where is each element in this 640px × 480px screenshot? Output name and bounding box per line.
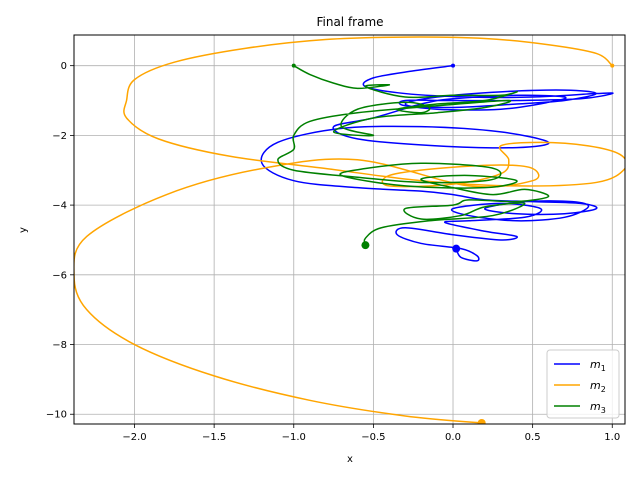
y-tick-label: −4 xyxy=(52,201,67,212)
y-axis-label: y xyxy=(18,227,29,233)
plot-frame xyxy=(73,34,626,425)
y-tick-label: −10 xyxy=(46,410,67,421)
end-marker-m3 xyxy=(361,241,370,250)
series-line-m2 xyxy=(74,36,625,424)
end-marker-m1 xyxy=(452,244,461,253)
legend-label-sub: 3 xyxy=(601,406,606,415)
x-tick-label: 0.0 xyxy=(445,432,461,443)
legend-box xyxy=(546,349,620,419)
x-tick-label: 0.5 xyxy=(525,432,541,443)
x-tick-label: −1.5 xyxy=(202,432,226,443)
legend-label-main: m xyxy=(590,379,601,392)
start-marker-m3 xyxy=(291,63,296,68)
legend-label-m3: m3 xyxy=(590,400,606,415)
grid xyxy=(74,35,625,424)
start-marker-m2 xyxy=(610,63,615,68)
legend-label-m2: m2 xyxy=(590,379,606,394)
plot-lines xyxy=(74,36,625,424)
legend-label-main: m xyxy=(590,400,601,413)
series-line-m3 xyxy=(277,65,550,246)
x-tick-label: 1.0 xyxy=(604,432,620,443)
y-tick-label: −6 xyxy=(52,270,67,281)
y-tick-label: 0 xyxy=(61,61,67,72)
chart-title: Final frame xyxy=(316,15,383,29)
start-marker-m1 xyxy=(451,63,456,68)
legend-label-sub: 2 xyxy=(601,385,606,394)
legend-label-sub: 1 xyxy=(601,364,606,373)
legend-label-main: m xyxy=(590,358,601,371)
legend-label-m1: m1 xyxy=(590,358,606,373)
x-axis-label: x xyxy=(347,454,353,465)
y-tick-label: −8 xyxy=(52,340,67,351)
y-tick-label: −2 xyxy=(52,131,67,142)
axis-ticks: −2.0 −1.5 −1.0 −0.5 0.0 0.5 1.0 0 −2 −4 −6 −8 −10 xyxy=(46,61,620,443)
x-tick-label: −1.0 xyxy=(282,432,306,443)
end-marker-m2 xyxy=(477,418,486,424)
x-tick-label: −0.5 xyxy=(361,432,385,443)
x-tick-label: −2.0 xyxy=(122,432,146,443)
